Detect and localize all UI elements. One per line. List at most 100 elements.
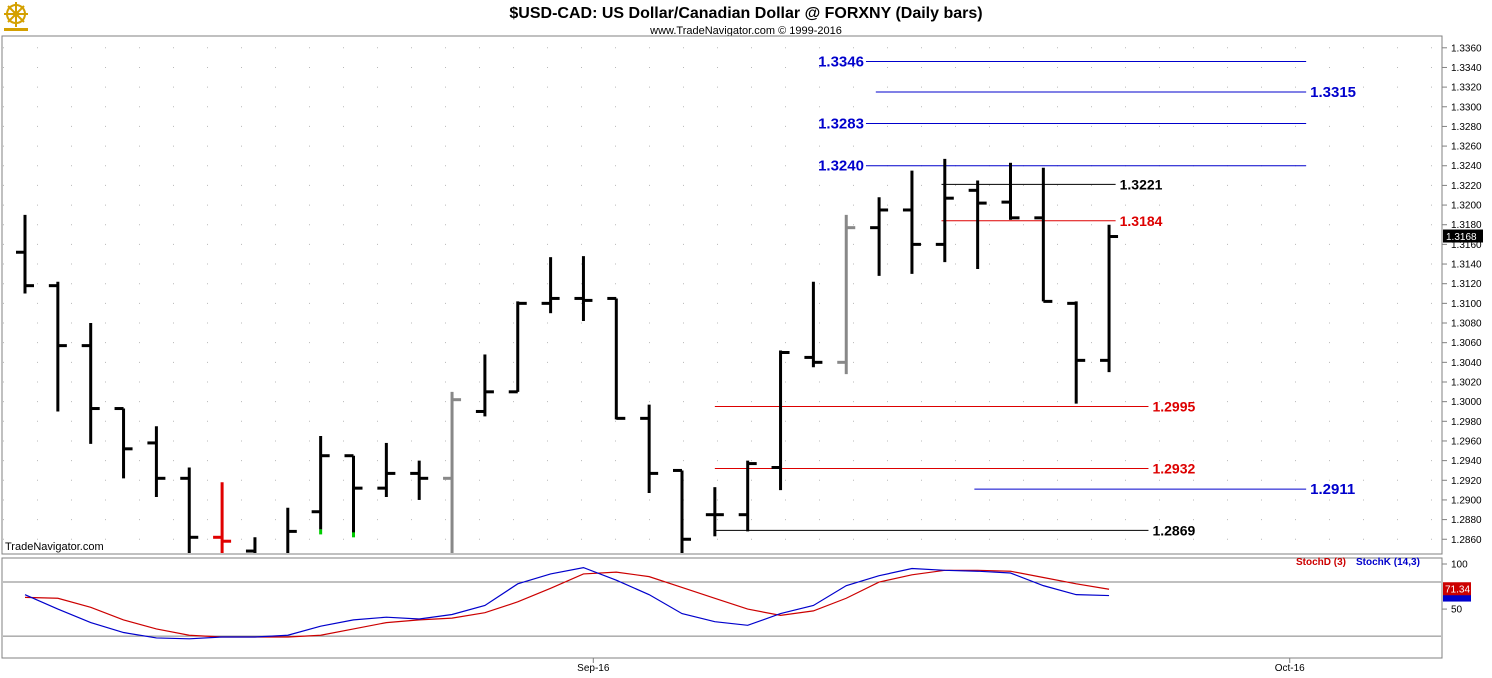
ohlc-bar xyxy=(16,214,34,294)
ohlc-bar xyxy=(935,158,954,263)
x-tick-label: Oct-16 xyxy=(1275,663,1305,674)
y-tick-label: 1.3060 xyxy=(1451,338,1482,349)
ohlc-bar xyxy=(837,214,856,375)
level-label: 1.2869 xyxy=(1152,522,1195,538)
ohlc-bar xyxy=(410,460,429,500)
level-label: 1.3315 xyxy=(1310,84,1356,101)
y-tick-label: 1.3020 xyxy=(1451,377,1482,388)
x-tick-label: Sep-16 xyxy=(577,663,610,674)
level-label: 1.3184 xyxy=(1120,213,1163,229)
signal-marks xyxy=(319,529,355,538)
stoch-legend: StochD (3) StochK (14,3) xyxy=(1296,557,1420,568)
y-tick-label: 1.3080 xyxy=(1451,319,1482,330)
y-tick-label: 1.2860 xyxy=(1451,535,1482,546)
y-tick-label: 1.2940 xyxy=(1451,456,1482,467)
price-axis: 1.3360 1.3340 1.3320 1.3300 1.3280 1.3260 1.32… xyxy=(1442,43,1482,546)
y-tick-label: 1.3000 xyxy=(1451,397,1482,408)
signal-mark xyxy=(352,532,355,538)
y-tick-label: 1.3200 xyxy=(1451,201,1482,212)
price-bars xyxy=(16,158,1119,553)
ohlc-bar xyxy=(377,442,396,497)
stoch-axis: 100 50 71.34 xyxy=(1442,560,1471,616)
y-tick-label: 1.3240 xyxy=(1451,161,1482,172)
stoch-tick-label: 50 xyxy=(1451,605,1463,616)
y-tick-label: 1.3280 xyxy=(1451,122,1482,133)
stoch-tick-label: 100 xyxy=(1451,560,1468,571)
y-tick-label: 1.2960 xyxy=(1451,436,1482,447)
stochd-legend: StochD (3) xyxy=(1296,557,1346,568)
last-price-tag: 1.3168 xyxy=(1443,229,1483,243)
ohlc-bar xyxy=(738,460,757,532)
stoch-line xyxy=(24,566,1110,640)
y-tick-label: 1.3260 xyxy=(1451,142,1482,153)
stoch-lines xyxy=(24,566,1110,640)
ohlc-bar xyxy=(81,323,100,444)
ohlc-bar xyxy=(968,180,987,269)
ohlc-bar xyxy=(804,281,823,368)
level-label: 1.2932 xyxy=(1152,460,1195,476)
indicator-panel xyxy=(1,557,1443,659)
ohlc-bar xyxy=(475,354,494,417)
chart-title: $USD-CAD: US Dollar/Canadian Dollar @ FO… xyxy=(509,5,982,22)
y-tick-label: 1.3300 xyxy=(1451,102,1482,113)
y-tick-label: 1.3180 xyxy=(1451,220,1482,231)
y-tick-label: 1.3040 xyxy=(1451,358,1482,369)
y-tick-label: 1.3100 xyxy=(1451,299,1482,310)
ohlc-bar xyxy=(180,467,199,553)
stoch-last-value: 71.34 xyxy=(1445,585,1470,596)
ship-helm-icon xyxy=(4,2,28,31)
ohlc-bar xyxy=(508,301,527,394)
ohlc-bar xyxy=(1001,162,1020,220)
y-tick-label: 1.3320 xyxy=(1451,83,1482,94)
level-label: 1.2995 xyxy=(1152,399,1195,415)
stoch-level-lines xyxy=(3,581,1441,637)
y-tick-label: 1.2920 xyxy=(1451,476,1482,487)
level-label: 1.3221 xyxy=(1120,176,1163,192)
ohlc-bar xyxy=(213,482,232,553)
ohlc-bar xyxy=(771,350,790,491)
y-tick-label: 1.3120 xyxy=(1451,279,1482,290)
ohlc-bar xyxy=(147,426,166,497)
y-tick-label: 1.3160 xyxy=(1451,240,1482,251)
signal-mark xyxy=(319,529,323,535)
level-label: 1.2911 xyxy=(1310,481,1355,498)
ohlc-bar xyxy=(574,256,593,322)
last-price-label: 1.3168 xyxy=(1446,232,1477,243)
level-lines: 1.3346 1.3315 1.3283 1.3240 1.3221 1.3184 1.29… xyxy=(714,54,1356,538)
ohlc-bar xyxy=(114,407,133,479)
y-tick-label: 1.3360 xyxy=(1451,43,1482,54)
ohlc-bar xyxy=(541,257,560,314)
y-tick-label: 1.3220 xyxy=(1451,181,1482,192)
ohlc-bar xyxy=(443,391,462,553)
last-price-box xyxy=(1443,229,1483,243)
ohlc-bar xyxy=(286,507,297,553)
stoch-line xyxy=(24,569,1110,638)
ohlc-bar xyxy=(1034,167,1053,303)
ohlc-bar xyxy=(1100,224,1119,373)
y-tick-label: 1.3140 xyxy=(1451,260,1482,271)
stochd-value-box xyxy=(1443,582,1471,596)
watermark: TradeNavigator.com xyxy=(5,541,104,553)
level-label: 1.3346 xyxy=(818,54,864,71)
date-axis: Sep-16 Oct-16 xyxy=(577,658,1305,674)
ohlc-bar xyxy=(640,404,659,494)
ohlc-bar xyxy=(1067,301,1086,404)
ohlc-bar xyxy=(344,454,363,537)
level-label: 1.3240 xyxy=(818,158,864,175)
y-tick-label: 1.2980 xyxy=(1451,417,1482,428)
ohlc-bar xyxy=(673,468,691,553)
y-tick-label: 1.2880 xyxy=(1451,515,1482,526)
price-panel xyxy=(1,35,1443,555)
ohlc-bar xyxy=(705,487,724,537)
y-tick-label: 1.2900 xyxy=(1451,495,1482,506)
ohlc-bar xyxy=(902,170,921,274)
ohlc-bar xyxy=(870,197,889,276)
ohlc-bar xyxy=(607,296,626,420)
ohlc-bar xyxy=(245,537,257,553)
ohlc-bar xyxy=(311,436,330,530)
level-label: 1.3283 xyxy=(818,115,864,132)
y-tick-label: 1.3340 xyxy=(1451,63,1482,74)
chart-subtitle: www.TradeNavigator.com © 1999-2016 xyxy=(649,25,842,37)
header: $USD-CAD: US Dollar/Canadian Dollar @ FO… xyxy=(4,2,983,37)
